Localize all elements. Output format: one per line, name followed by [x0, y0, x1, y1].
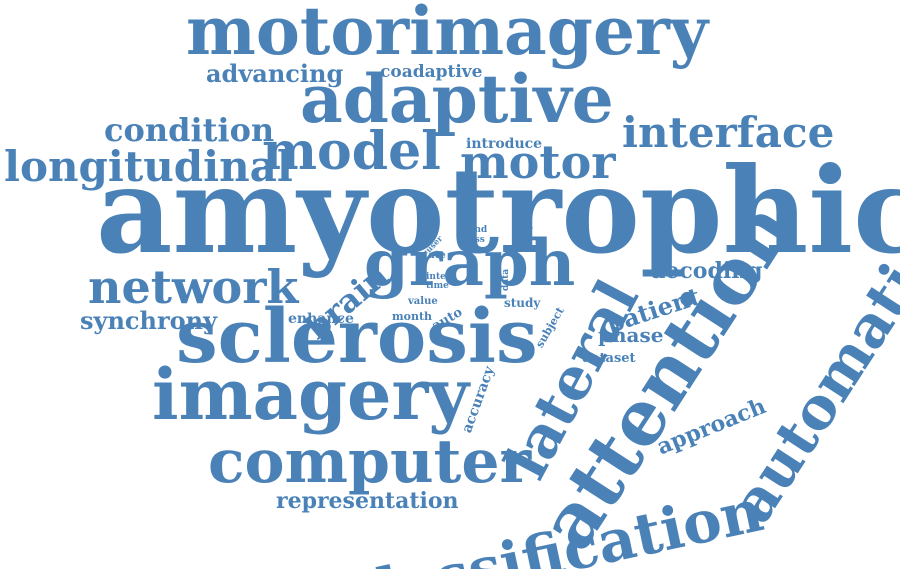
word-phase: phase [598, 323, 664, 347]
word-motor: motor [460, 135, 616, 189]
word-introduce: introduce [466, 136, 543, 152]
word-advancing: advancing [206, 59, 344, 88]
word-coadaptive: coadaptive [380, 62, 483, 82]
word-enhance: enhance [288, 311, 354, 327]
word-time: time [426, 281, 449, 291]
word-class: class [460, 235, 485, 245]
word-decoding: decoding [650, 258, 763, 284]
word-longitudinal: longitudinal [4, 142, 293, 191]
word-adaptive: adaptive [300, 60, 614, 138]
word-representation: representation [276, 488, 459, 514]
word-interface: interface [622, 108, 835, 157]
word-synchrony: synchrony [80, 306, 218, 335]
word-imagery: imagery [152, 353, 470, 436]
word-condition: condition [104, 111, 275, 149]
word-inter: inter [426, 272, 451, 282]
word-network: network [88, 260, 299, 314]
word-sclerosis: sclerosis [176, 294, 538, 380]
word-model: model [262, 121, 441, 182]
word-hand: hand [462, 225, 488, 235]
word-motorimagery: motorimagery [186, 0, 709, 70]
word-month: month [392, 310, 433, 323]
word-graph: graph [364, 226, 576, 301]
word-dataset: dataset [582, 351, 636, 366]
word-computer: computer [208, 427, 532, 497]
word-amyotrophic: amyotrophic [96, 141, 900, 280]
word-value: value [408, 296, 438, 307]
word-study: study [504, 296, 541, 310]
word-state: state [418, 250, 446, 261]
